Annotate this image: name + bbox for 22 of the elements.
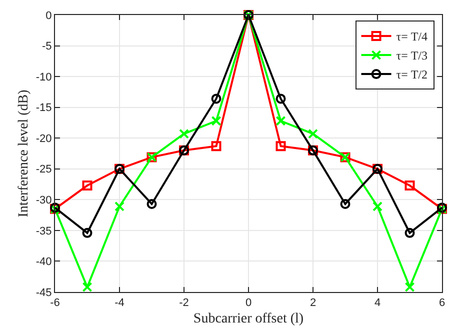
y-tick-label: -35 (36, 225, 52, 238)
y-tick-label: -25 (36, 164, 52, 176)
y-tick-label: -45 (36, 286, 52, 299)
y-tick-label: -5 (42, 40, 52, 53)
y-tick-label: -30 (36, 194, 52, 207)
x-axis-title: Subcarrier offset (l) (193, 312, 304, 326)
x-tick-label: -2 (179, 297, 189, 310)
y-tick-label: -15 (36, 102, 52, 114)
y-axis-title: Interference level (dB) (16, 89, 32, 218)
legend-label: τ= T/3 (396, 48, 428, 63)
x-tick-label: 0 (245, 297, 252, 310)
x-tick-label: 6 (438, 297, 446, 310)
x-tick-label: 2 (310, 297, 316, 310)
x-tick-label: 4 (374, 297, 381, 310)
legend-label: τ= T/2 (396, 68, 428, 82)
y-tick-label: 0 (46, 10, 52, 22)
y-tick-label: -10 (36, 71, 52, 84)
y-tick-label: -40 (36, 256, 52, 268)
legend-label: τ= T/4 (396, 30, 428, 44)
y-tick-label: -20 (36, 132, 52, 145)
x-tick-label: -6 (50, 297, 60, 310)
x-tick-label: -4 (114, 297, 124, 310)
